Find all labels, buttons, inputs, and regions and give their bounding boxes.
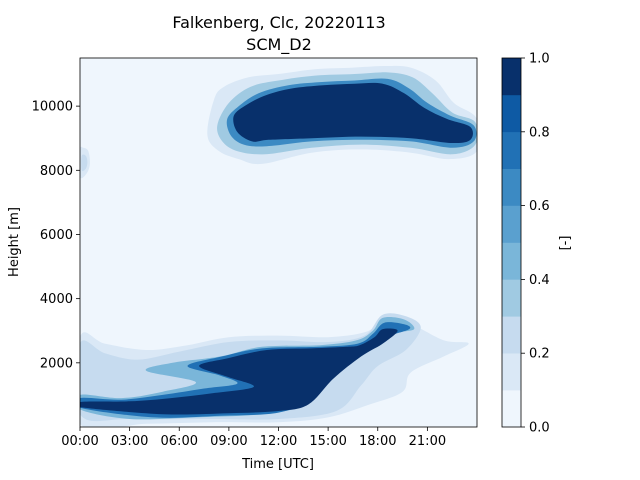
x-axis-ticks: 00:00 03:00 06:00 09:00 12:00 15:00 18:00 21:00	[61, 427, 446, 449]
colorbar-tick-label: 0.2	[529, 347, 550, 362]
y-tick-label: 2000	[40, 356, 73, 371]
colorbar: 0.0 0.2 0.4 0.6 0.8 1.0 [-]	[501, 52, 573, 436]
colorbar-band	[502, 279, 521, 317]
x-tick-label: 21:00	[409, 434, 446, 449]
colorbar-band	[502, 242, 521, 280]
colorbar-band	[502, 131, 521, 169]
contour-region-0-level-3	[233, 82, 473, 144]
contour-layers	[80, 65, 477, 427]
colorbar-tick-label: 0.0	[529, 421, 550, 436]
colorbar-band	[502, 353, 521, 391]
y-tick-label: 8000	[40, 164, 73, 179]
x-axis-label: Time [UTC]	[241, 457, 314, 472]
x-tick-label: 00:00	[61, 434, 98, 449]
colorbar-tick-label: 1.0	[529, 52, 550, 67]
colorbar-label: [-]	[558, 236, 573, 251]
y-axis-ticks: 2000 4000 6000 8000 10000	[32, 100, 80, 371]
colorbar-band	[502, 94, 521, 133]
colorbar-tick-label: 0.4	[529, 273, 550, 288]
contour-region-2-level-4	[80, 328, 398, 415]
y-tick-label: 10000	[32, 100, 73, 115]
colorbar-band	[502, 390, 521, 428]
colorbar-ticks: 0.0 0.2 0.4 0.6 0.8 1.0	[521, 52, 550, 436]
x-tick-label: 03:00	[111, 434, 148, 449]
colorbar-frame	[501, 57, 522, 428]
y-tick-label: 6000	[40, 228, 73, 243]
colorbar-bands	[502, 58, 521, 428]
colorbar-band	[502, 168, 521, 206]
colorbar-tick-label: 0.6	[529, 199, 550, 214]
x-tick-label: 09:00	[210, 434, 247, 449]
x-tick-label: 06:00	[161, 434, 198, 449]
contour-region-1-level-1	[81, 154, 88, 172]
colorbar-band	[502, 58, 521, 96]
colorbar-band	[502, 205, 521, 243]
x-tick-label: 18:00	[359, 434, 396, 449]
y-axis-label: Height [m]	[7, 207, 22, 277]
chart-subtitle: SCM_D2	[246, 35, 312, 55]
colorbar-band	[502, 316, 521, 354]
x-tick-label: 15:00	[309, 434, 346, 449]
chart-title: Falkenberg, Clc, 20220113	[172, 13, 385, 32]
x-tick-label: 12:00	[260, 434, 297, 449]
plot-area: 00:00 03:00 06:00 09:00 12:00 15:00 18:00 21:00…	[32, 57, 478, 449]
y-tick-label: 4000	[40, 292, 73, 307]
colorbar-tick-label: 0.8	[529, 125, 550, 140]
